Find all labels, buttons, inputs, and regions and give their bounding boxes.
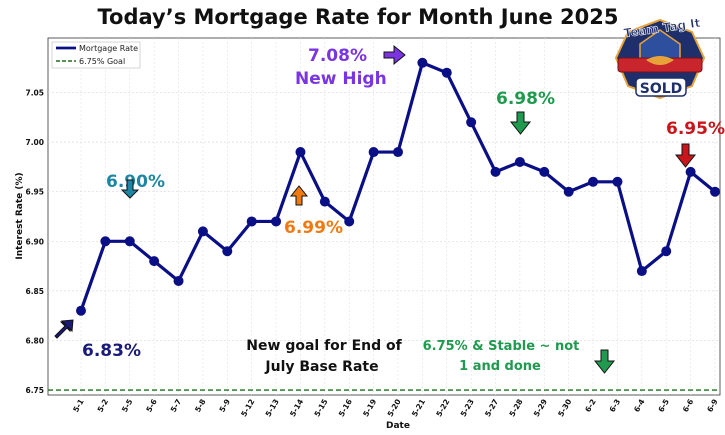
x-tick-label: 5-15 — [312, 398, 329, 419]
data-point — [295, 147, 306, 158]
data-point — [490, 166, 501, 177]
data-point — [441, 67, 452, 78]
handshake-icon — [646, 56, 674, 65]
logo-sold-plate — [635, 77, 687, 97]
logo-sold-text: SOLD — [640, 81, 683, 97]
x-tick-label: 6-6 — [681, 398, 696, 414]
y-tick-label: 7.00 — [25, 138, 44, 147]
data-point — [588, 176, 599, 187]
annotations: 6.83% 6.90% 6.99% 7.08% New High 6.98% 6… — [54, 44, 725, 375]
legend-series-label: Mortgage Rate — [79, 44, 138, 53]
x-tick-label: 5-27 — [483, 398, 500, 419]
arrow-down-6-98-icon — [509, 111, 532, 135]
arrow-down-6-95-icon — [674, 143, 697, 168]
data-point — [466, 117, 477, 128]
data-point — [685, 166, 696, 177]
x-tick-label: 5-12 — [239, 398, 256, 419]
x-tick-label: 5-8 — [193, 398, 208, 414]
data-point — [393, 147, 403, 158]
annotation-6-98: 6.98% — [496, 89, 555, 109]
annotation-new-goal-line1: New goal for End of — [246, 338, 402, 354]
arrow-6-83-icon — [54, 319, 74, 339]
x-tick-label: 5-9 — [217, 398, 232, 414]
x-tick-label: 5-29 — [532, 398, 549, 419]
data-point — [173, 275, 184, 286]
legend: Mortgage Rate 6.75% Goal — [51, 41, 141, 69]
x-tick-label: 5-19 — [361, 398, 378, 419]
y-tick-label: 6.95 — [25, 188, 44, 197]
team-tag-it-logo: Team Tag It SOLD — [614, 15, 706, 100]
x-tick-label: 5-30 — [556, 398, 573, 419]
arrow-down-goal-icon — [593, 349, 616, 374]
data-point — [222, 246, 233, 257]
annotation-new-high: New High — [295, 69, 387, 89]
data-point — [246, 216, 257, 227]
x-tick-label: 5-5 — [120, 398, 135, 414]
data-point — [149, 256, 160, 267]
data-point — [100, 236, 111, 247]
x-axis-ticks: 5-1 5-2 5-5 5-6 5-7 5-8 5-9 5-12 5-13 5-14 5-15 5-1… — [71, 398, 720, 419]
data-point — [271, 216, 282, 227]
x-tick-label: 5-16 — [337, 398, 354, 419]
annotation-6-99: 6.99% — [284, 218, 343, 238]
x-tick-label: 5-13 — [264, 398, 281, 419]
x-tick-label: 5-22 — [434, 398, 451, 419]
x-tick-label: 5-23 — [459, 398, 476, 419]
annotation-6-83: 6.83% — [82, 341, 141, 361]
data-point — [563, 186, 574, 197]
chart-title: Today’s Mortgage Rate for Month June 202… — [98, 5, 619, 29]
annotation-7-08: 7.08% — [308, 46, 367, 66]
data-point — [636, 266, 647, 277]
data-point — [661, 246, 672, 257]
data-point — [76, 305, 86, 316]
y-tick-label: 6.75 — [25, 386, 44, 395]
x-tick-label: 5-20 — [386, 398, 403, 419]
y-tick-label: 6.80 — [25, 336, 44, 345]
annotation-stable-line2: 1 and done — [459, 359, 541, 374]
data-point — [344, 216, 355, 227]
annotation-6-95: 6.95% — [666, 119, 725, 139]
annotation-new-goal-line2: July Base Rate — [264, 359, 378, 375]
data-point — [710, 186, 720, 197]
x-tick-label: 5-6 — [144, 398, 159, 414]
annotation-6-90: 6.90% — [106, 172, 165, 192]
arrow-up-6-99-icon — [289, 185, 309, 206]
y-tick-label: 6.85 — [25, 287, 44, 296]
x-tick-label: 5-2 — [96, 398, 111, 414]
data-point — [124, 236, 135, 247]
y-tick-label: 7.05 — [25, 89, 44, 98]
data-point — [368, 147, 379, 158]
x-tick-label: 6-2 — [583, 398, 598, 414]
data-point — [197, 226, 208, 237]
legend-box — [51, 41, 141, 69]
x-axis-label: Date — [386, 421, 410, 431]
y-axis-ticks: 6.75 6.80 6.85 6.90 6.95 7.00 7.05 — [25, 89, 44, 395]
x-tick-label: 6-5 — [656, 398, 671, 414]
x-tick-label: 5-21 — [410, 398, 427, 419]
data-point — [417, 57, 428, 68]
annotation-stable-line1: 6.75% & Stable ~ not — [423, 339, 580, 354]
x-tick-label: 5-28 — [507, 398, 524, 419]
data-point — [514, 156, 525, 167]
plot-area — [47, 37, 721, 396]
mortgage-rate-points — [76, 57, 720, 316]
arrow-down-6-90-icon — [120, 179, 140, 199]
x-tick-label: 5-7 — [169, 398, 184, 414]
x-tick-label: 5-14 — [288, 398, 305, 419]
x-tick-label: 6-3 — [608, 398, 623, 414]
data-point — [319, 196, 330, 207]
y-tick-label: 6.90 — [25, 237, 44, 246]
legend-goal-label: 6.75% Goal — [79, 57, 125, 66]
arrow-right-7-08-icon — [383, 44, 406, 66]
x-tick-label: 6-4 — [632, 398, 647, 414]
x-tick-label: 6-9 — [705, 398, 720, 414]
data-point — [539, 166, 550, 177]
y-axis-label: Interest Rate (%) — [15, 172, 25, 259]
x-tick-label: 5-1 — [71, 398, 86, 414]
data-point — [612, 176, 623, 187]
